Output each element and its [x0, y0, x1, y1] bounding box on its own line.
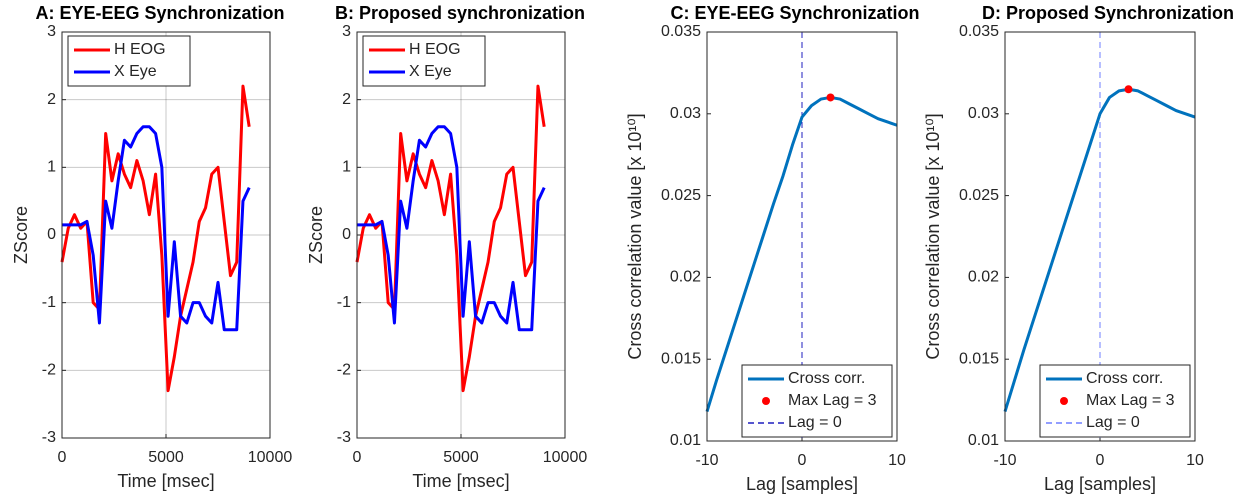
- legend-label: H EOG: [409, 41, 461, 58]
- y-tick-label: 2: [342, 91, 351, 108]
- y-tick-label: 1: [342, 159, 351, 176]
- legend-label: Max Lag = 3: [1086, 392, 1175, 409]
- legend-label: Cross corr.: [788, 370, 865, 387]
- chart-title: D: Proposed Synchronization: [982, 3, 1234, 23]
- x-tick-label: 10: [888, 452, 906, 469]
- axes-box: [1004, 31, 1196, 442]
- series-line: [357, 125, 546, 332]
- series-line: [60, 84, 251, 393]
- series-line: [355, 84, 546, 393]
- y-tick-label: 0.03: [968, 105, 999, 122]
- legend-label: Cross corr.: [1086, 370, 1163, 387]
- x-axis-label: Lag [samples]: [746, 474, 858, 494]
- legend-label: X Eye: [114, 63, 157, 80]
- y-tick-label: 0.035: [959, 23, 999, 40]
- x-tick-label: 10000: [248, 449, 293, 466]
- axes-box: [61, 31, 271, 439]
- legend-marker: [1060, 397, 1068, 405]
- y-tick-label: 3: [342, 23, 351, 40]
- legend-label: X Eye: [409, 63, 452, 80]
- x-axis-label: Time [msec]: [412, 471, 509, 491]
- chart-title: A: EYE-EEG Synchronization: [35, 3, 284, 23]
- axes-box: [356, 31, 566, 439]
- legend-label: H EOG: [114, 41, 166, 58]
- y-axis-label: Cross correlation value [x 10¹⁰]: [625, 113, 645, 359]
- y-axis-label: ZScore: [306, 206, 326, 264]
- max-point: [826, 93, 835, 102]
- chart-title: C: EYE-EEG Synchronization: [670, 3, 919, 23]
- x-tick-label: 0: [58, 449, 67, 466]
- y-axis-label: Cross correlation value [x 10¹⁰]: [923, 113, 943, 359]
- y-tick-label: 0.015: [959, 350, 999, 367]
- x-tick-label: -10: [695, 452, 718, 469]
- y-axis-label: ZScore: [11, 206, 31, 264]
- legend-box: [67, 35, 191, 87]
- y-tick-label: 2: [47, 91, 56, 108]
- legend-box: [362, 35, 486, 87]
- x-tick-label: 5000: [443, 449, 479, 466]
- y-tick-label: 0.025: [959, 187, 999, 204]
- y-tick-label: -3: [42, 429, 56, 446]
- legend-marker: [762, 397, 770, 405]
- legend-label: Lag = 0: [1086, 414, 1140, 431]
- y-tick-label: 0.015: [661, 350, 701, 367]
- series-line: [705, 95, 898, 412]
- x-axis-label: Lag [samples]: [1044, 474, 1156, 494]
- x-tick-label: -10: [993, 452, 1016, 469]
- y-tick-label: 1: [47, 159, 56, 176]
- y-tick-label: 0.01: [670, 432, 701, 449]
- y-tick-label: 0: [47, 226, 56, 243]
- series-line: [62, 125, 251, 332]
- y-tick-label: -3: [337, 429, 351, 446]
- y-tick-label: 0.02: [968, 269, 999, 286]
- y-tick-label: 0.01: [968, 432, 999, 449]
- y-tick-label: -1: [337, 294, 351, 311]
- y-tick-label: 0.025: [661, 187, 701, 204]
- series-line: [1003, 87, 1196, 412]
- y-tick-label: -2: [42, 362, 56, 379]
- max-point: [1124, 85, 1133, 94]
- x-tick-label: 5000: [148, 449, 184, 466]
- x-tick-label: 0: [798, 452, 807, 469]
- x-tick-label: 0: [353, 449, 362, 466]
- y-tick-label: 0.035: [661, 23, 701, 40]
- legend-label: Max Lag = 3: [788, 392, 877, 409]
- x-tick-label: 10: [1186, 452, 1204, 469]
- axes-box: [706, 31, 898, 442]
- chart-title: B: Proposed synchronization: [335, 3, 585, 23]
- y-tick-label: 0.03: [670, 105, 701, 122]
- x-tick-label: 10000: [543, 449, 588, 466]
- x-tick-label: 0: [1096, 452, 1105, 469]
- y-tick-label: 0.02: [670, 269, 701, 286]
- legend-label: Lag = 0: [788, 414, 842, 431]
- x-axis-label: Time [msec]: [117, 471, 214, 491]
- y-tick-label: -1: [42, 294, 56, 311]
- y-tick-label: 3: [47, 23, 56, 40]
- y-tick-label: 0: [342, 226, 351, 243]
- y-tick-label: -2: [337, 362, 351, 379]
